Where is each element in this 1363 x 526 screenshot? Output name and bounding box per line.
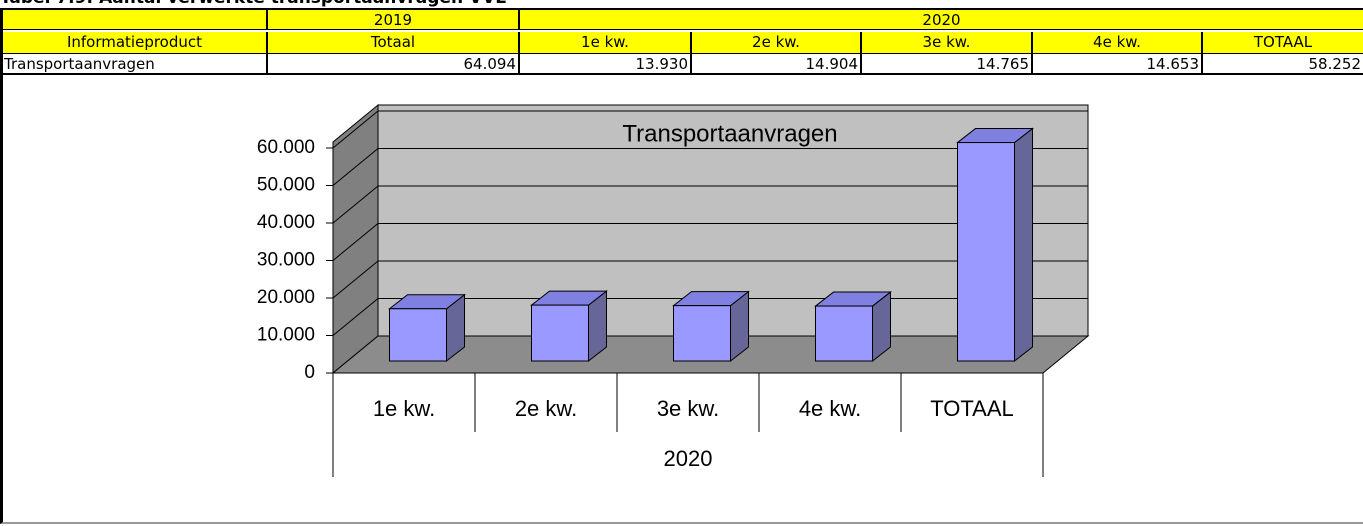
- grid-line: [332, 260, 1088, 299]
- y-tick-label: 60.000: [257, 137, 315, 158]
- table-frame: [0, 8, 1363, 524]
- bar: [815, 305, 873, 362]
- x-tick-label: TOTAAL: [930, 396, 1014, 421]
- y-tick-label: 30.000: [257, 250, 315, 271]
- group-label: 2020: [664, 446, 713, 471]
- table-cell: 14.904: [692, 54, 862, 75]
- bar-side: [1014, 127, 1033, 363]
- header-year: 2020: [520, 10, 1363, 30]
- x-tick-label: 2e kw.: [515, 396, 577, 421]
- y-tick-label: 50.000: [257, 175, 315, 196]
- header-cell: 3e kw.: [862, 32, 1033, 54]
- bar: [957, 142, 1015, 362]
- row-label: Transportaanvragen: [3, 54, 268, 75]
- bar: [531, 304, 589, 362]
- table-cell: 58.252: [1203, 54, 1363, 75]
- bar: [389, 308, 447, 362]
- chart-title: Transportaanvragen: [622, 120, 837, 147]
- grid-line: [332, 110, 1088, 149]
- header-cell: 1e kw.: [520, 32, 692, 54]
- table-title: Tabel 7.9: Aantal verwerkte transportaan…: [0, 0, 506, 8]
- header-cell: 2e kw.: [692, 32, 862, 54]
- header-cell: TOTAAL: [1203, 32, 1363, 54]
- y-tick-label: 0: [304, 362, 315, 383]
- header-year: 2019: [268, 10, 520, 30]
- y-tick-label: 10.000: [257, 325, 315, 346]
- header-cell: Informatieproduct: [3, 32, 268, 54]
- y-tick-label: 20.000: [257, 287, 315, 308]
- table-cell: 13.930: [520, 54, 692, 75]
- grid-line: [332, 185, 1088, 224]
- grid-line: [332, 148, 1088, 186]
- header-cell: Totaal: [268, 32, 520, 54]
- y-tick-label: 40.000: [257, 212, 315, 233]
- table-cell: 14.765: [862, 54, 1033, 75]
- grid-line: [332, 223, 1088, 261]
- x-tick-label: 1e kw.: [373, 396, 435, 421]
- header-cell: 4e kw.: [1033, 32, 1203, 54]
- table-cell: 64.094: [268, 54, 520, 75]
- side-wall: [332, 103, 379, 375]
- table-cell: 14.653: [1033, 54, 1203, 75]
- bar: [673, 305, 731, 362]
- header-blank: [3, 10, 268, 30]
- x-tick-label: 3e kw.: [657, 396, 719, 421]
- x-tick-label: 4e kw.: [799, 396, 861, 421]
